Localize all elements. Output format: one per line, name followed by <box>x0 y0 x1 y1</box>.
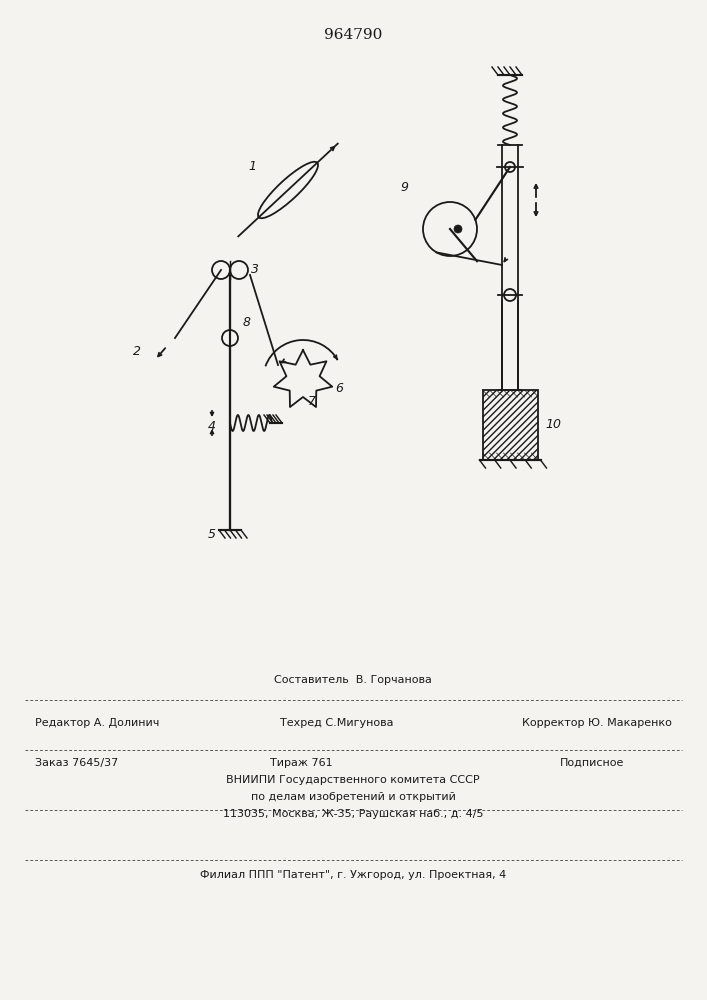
Text: 2: 2 <box>133 345 141 358</box>
Text: 964790: 964790 <box>324 28 382 42</box>
Text: Корректор Ю. Макаренко: Корректор Ю. Макаренко <box>522 718 672 728</box>
Circle shape <box>505 162 515 172</box>
Text: 8: 8 <box>243 316 251 329</box>
Text: Филиал ППП "Патент", г. Ужгород, ул. Проектная, 4: Филиал ППП "Патент", г. Ужгород, ул. Про… <box>200 870 506 880</box>
Text: Техред С.Мигунова: Техред С.Мигунова <box>280 718 394 728</box>
Text: 5: 5 <box>208 528 216 541</box>
Circle shape <box>212 261 230 279</box>
Text: 1: 1 <box>248 160 256 173</box>
Ellipse shape <box>258 162 318 218</box>
Bar <box>482 390 537 460</box>
Circle shape <box>454 225 462 233</box>
Circle shape <box>423 202 477 256</box>
Text: по делам изобретений и открытий: по делам изобретений и открытий <box>250 792 455 802</box>
Text: 10: 10 <box>546 418 561 432</box>
Text: 9: 9 <box>400 181 408 194</box>
Text: 113035, Москва, Ж-35, Раушская наб., д. 4/5: 113035, Москва, Ж-35, Раушская наб., д. … <box>223 809 484 819</box>
Circle shape <box>222 330 238 346</box>
Text: Редактор А. Долинич: Редактор А. Долинич <box>35 718 159 728</box>
Text: 7: 7 <box>308 395 316 408</box>
Text: 3: 3 <box>251 263 259 276</box>
Text: Составитель  В. Горчанова: Составитель В. Горчанова <box>274 675 432 685</box>
Circle shape <box>230 261 248 279</box>
Text: 6: 6 <box>335 382 343 395</box>
Text: Заказ 7645/37: Заказ 7645/37 <box>35 758 118 768</box>
Text: 4: 4 <box>208 420 216 433</box>
Circle shape <box>504 289 516 301</box>
Text: Тираж 761: Тираж 761 <box>270 758 332 768</box>
Bar <box>482 390 537 460</box>
Text: Подписное: Подписное <box>560 758 624 768</box>
Text: ВНИИПИ Государственного комитета СССР: ВНИИПИ Государственного комитета СССР <box>226 775 480 785</box>
